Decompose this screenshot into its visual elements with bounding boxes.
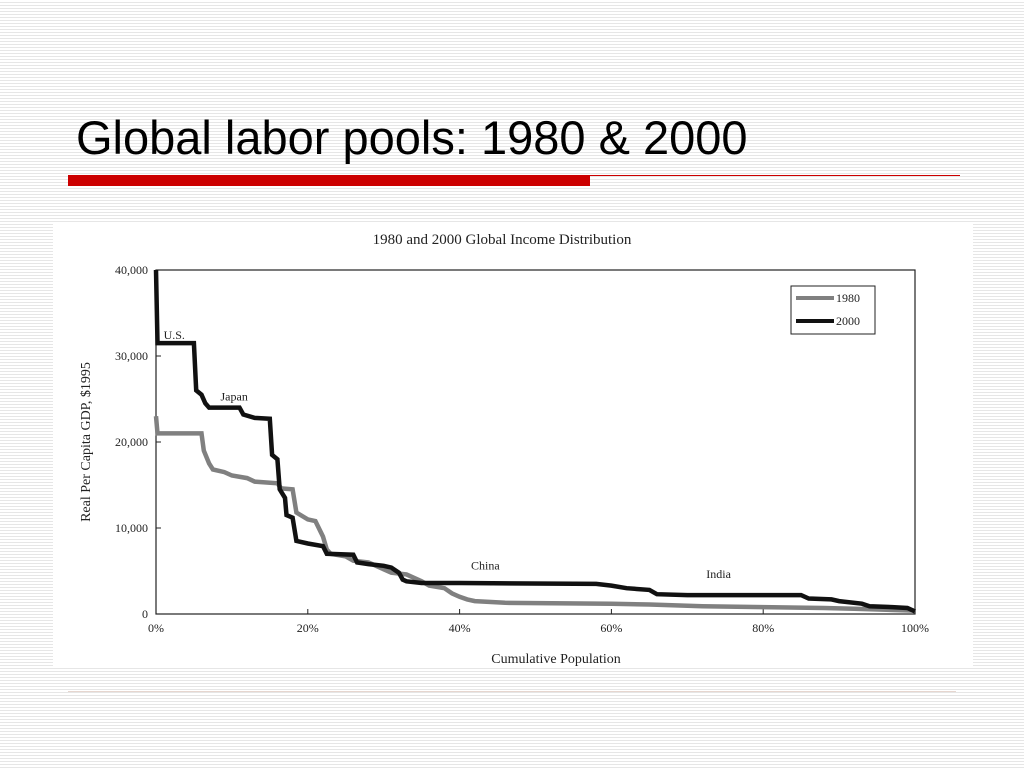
annotation-us: U.S. [164,328,185,342]
y-tick-label: 20,000 [115,435,148,449]
y-tick-label: 10,000 [115,521,148,535]
series-line-1980 [153,416,916,613]
y-tick-label: 0 [142,607,148,621]
x-tick-label: 20% [297,621,319,635]
annotation-japan: Japan [221,390,248,404]
title-accent-line [590,175,960,176]
y-axis: 0 10,000 20,000 30,000 40,000 [115,263,161,621]
x-tick-label: 100% [901,621,929,635]
x-tick-label: 40% [449,621,471,635]
chart-title: 1980 and 2000 Global Income Distribution [373,232,632,248]
annotation-india: India [706,567,731,581]
x-tick-label: 60% [600,621,622,635]
y-tick-label: 40,000 [115,263,148,277]
annotations: U.S. Japan China India [164,328,732,581]
legend: 1980 2000 [790,285,876,335]
chart-svg: 1980 and 2000 Global Income Distribution… [79,232,929,667]
x-axis-label: Cumulative Population [491,652,621,667]
annotation-china: China [471,558,500,572]
x-axis: 0% 20% 40% 60% 80% 100% [148,609,929,635]
slide-title: Global labor pools: 1980 & 2000 [76,111,748,164]
legend-box [790,285,876,335]
series-layer [153,269,916,614]
income-distribution-chart: 1980 and 2000 Global Income Distribution… [53,223,973,668]
x-tick-label: 0% [148,621,164,635]
bottom-rule [68,691,956,692]
x-tick-label: 80% [752,621,774,635]
legend-label-2000: 2000 [836,314,860,328]
title-accent-bar [68,175,590,186]
legend-label-1980: 1980 [836,291,860,305]
series-line-2000 [153,269,916,614]
y-axis-label: Real Per Capita GDP, $1995 [79,362,94,522]
y-tick-label: 30,000 [115,349,148,363]
